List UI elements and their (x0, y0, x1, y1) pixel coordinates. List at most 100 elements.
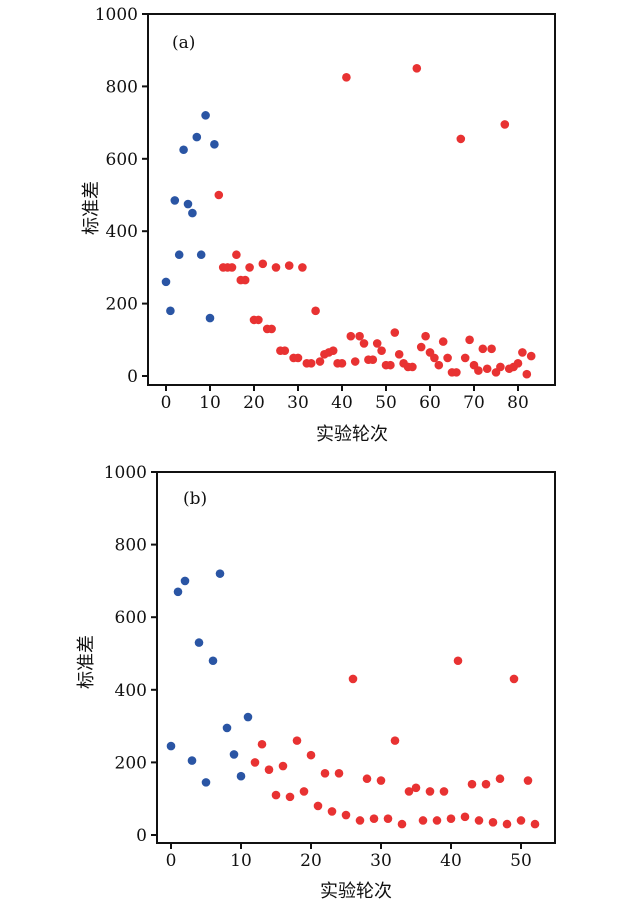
panel-b-xlabel: 实验轮次 (320, 881, 392, 902)
panel-a-point-series2 (394, 349, 404, 359)
panel-b-point-series1 (187, 756, 197, 765)
panel-b-point-series1 (236, 771, 246, 781)
panel-b-point-series2 (327, 807, 337, 816)
panel-a-point-series1 (196, 250, 206, 260)
panel-b-point-series2 (502, 819, 512, 829)
panel-a-x-tick-label: 10 (199, 393, 221, 413)
panel-b: (b) 实验轮次 标准差 0 10 20 30 40 50 0 200 400 600 800 100… (76, 463, 556, 902)
panel-b-point-series2 (271, 790, 281, 800)
panel-a-point-series2 (280, 346, 290, 355)
panel-a-y-tick-label: 600 (106, 150, 138, 170)
panel-b-point-series2 (250, 758, 260, 767)
panel-a-point-series2 (284, 261, 294, 270)
panel-b-point-series2 (530, 819, 540, 829)
panel-a-xlabel: 实验轮次 (316, 424, 388, 445)
panel-a-point-series2 (500, 120, 510, 129)
panel-b-point-series2 (362, 774, 372, 784)
panel-b-point-series2 (418, 816, 428, 825)
panel-a-point-series2 (496, 362, 505, 372)
panel-a-point-series2 (245, 263, 254, 272)
panel-a-point-series2 (438, 337, 448, 346)
panel-b-y-tick-label: 600 (115, 608, 147, 628)
panel-b-point-series2 (460, 812, 470, 822)
panel-a-x-tick-label: 50 (375, 393, 397, 413)
panel-a-point-series2 (267, 324, 276, 334)
panel-b-point-series2 (495, 774, 505, 784)
panel-a-y-tick-label: 400 (106, 222, 138, 242)
panel-a-x-tick-label: 0 (161, 393, 172, 413)
panel-a-y-tick-label: 200 (106, 295, 138, 315)
panel-b-point-series2 (334, 768, 344, 778)
panel-b-point-series2 (264, 765, 274, 774)
panel-a-point-series2 (430, 353, 439, 363)
panel-b-x-tick-label: 30 (370, 851, 392, 871)
panel-b-point-series2 (285, 792, 295, 802)
panel-a-point-series2 (232, 250, 241, 260)
panel-b-point-series1 (194, 638, 204, 647)
panel-a-point-series2 (368, 355, 378, 365)
panel-b-point-series1 (201, 778, 211, 787)
panel-a-point-series2 (214, 190, 224, 200)
panel-b-x-tick-label: 20 (300, 851, 322, 871)
panel-a-point-series1 (174, 250, 184, 260)
panel-b-point-series2 (523, 776, 533, 785)
panel-b-point-series2 (278, 761, 288, 771)
panel-b-y-tick-label: 400 (115, 681, 147, 701)
panel-b-point-series2 (397, 819, 407, 829)
panel-a-point-series2 (359, 339, 369, 348)
panel-a-point-series2 (421, 331, 430, 341)
panel-a-point-series1 (170, 196, 180, 205)
panel-a-point-series2 (482, 364, 492, 374)
panel-b-point-series2 (320, 768, 330, 778)
panel-b-point-series2 (369, 814, 379, 823)
panel-b-point-series2 (292, 736, 302, 745)
panel-b-point-series2 (383, 814, 393, 823)
panel-b-point-series2 (453, 656, 463, 666)
panel-a-point-series2 (377, 346, 386, 355)
panel-b-point-series2 (446, 814, 456, 823)
panel-a-point-series2 (350, 357, 360, 366)
panel-a-point-series1 (161, 277, 171, 287)
panel-b-point-series2 (411, 783, 421, 793)
panel-b-point-series2 (257, 739, 267, 749)
panel-b-point-series2 (355, 816, 365, 825)
panel-a-point-series2 (522, 369, 532, 379)
panel-b-point-series2 (341, 810, 351, 820)
panel-a-y-tick-label: 800 (106, 77, 138, 97)
panel-a-point-series2 (372, 339, 382, 348)
panel-a-point-series2 (346, 331, 356, 341)
panel-b-ylabel: 标准差 (76, 635, 97, 689)
panel-a-point-series1 (166, 306, 175, 316)
panel-b-point-series2 (299, 787, 309, 796)
panel-b-point-series2 (390, 736, 400, 745)
panel-b-y-tick-label: 0 (136, 826, 147, 846)
panel-a-y-tick-label: 0 (127, 367, 138, 387)
panel-b-point-series2 (488, 817, 498, 827)
panel-a-point-series2 (518, 348, 527, 357)
panel-b-x-tick-label: 50 (510, 851, 532, 871)
panel-b-plot-frame (156, 471, 556, 844)
panel-b-y-tick-label: 200 (115, 753, 147, 773)
panel-a-point-series2 (513, 359, 523, 368)
panel-b-point-series1 (229, 750, 239, 759)
panel-a-x-tick-label: 70 (463, 393, 485, 413)
panel-a-point-series2 (452, 368, 461, 377)
panel-b-point-series2 (348, 674, 358, 684)
panel-a-point-series1 (201, 111, 210, 120)
panel-b-point-series2 (313, 801, 323, 811)
panel-a-point-series2 (271, 263, 281, 272)
panel-a-point-series2 (408, 362, 417, 372)
panel-b-point-series2 (467, 779, 477, 789)
panel-a-point-series2 (487, 344, 496, 354)
panel-b-y-tick-label: 1000 (104, 463, 147, 483)
panel-b-point-series1 (166, 741, 176, 751)
panel-a: (a) 实验轮次 标准差 0 10 20 30 40 50 60 70 800200400600… (81, 5, 556, 445)
panel-a-point-series1 (192, 132, 202, 142)
panel-a-point-series1 (205, 313, 215, 323)
panel-a-point-series2 (434, 360, 444, 370)
panel-a-point-series2 (293, 353, 303, 363)
panel-a-point-series2 (465, 335, 474, 345)
panel-a-annotation: (a) (172, 33, 195, 53)
panel-a-ylabel: 标准差 (81, 181, 102, 235)
